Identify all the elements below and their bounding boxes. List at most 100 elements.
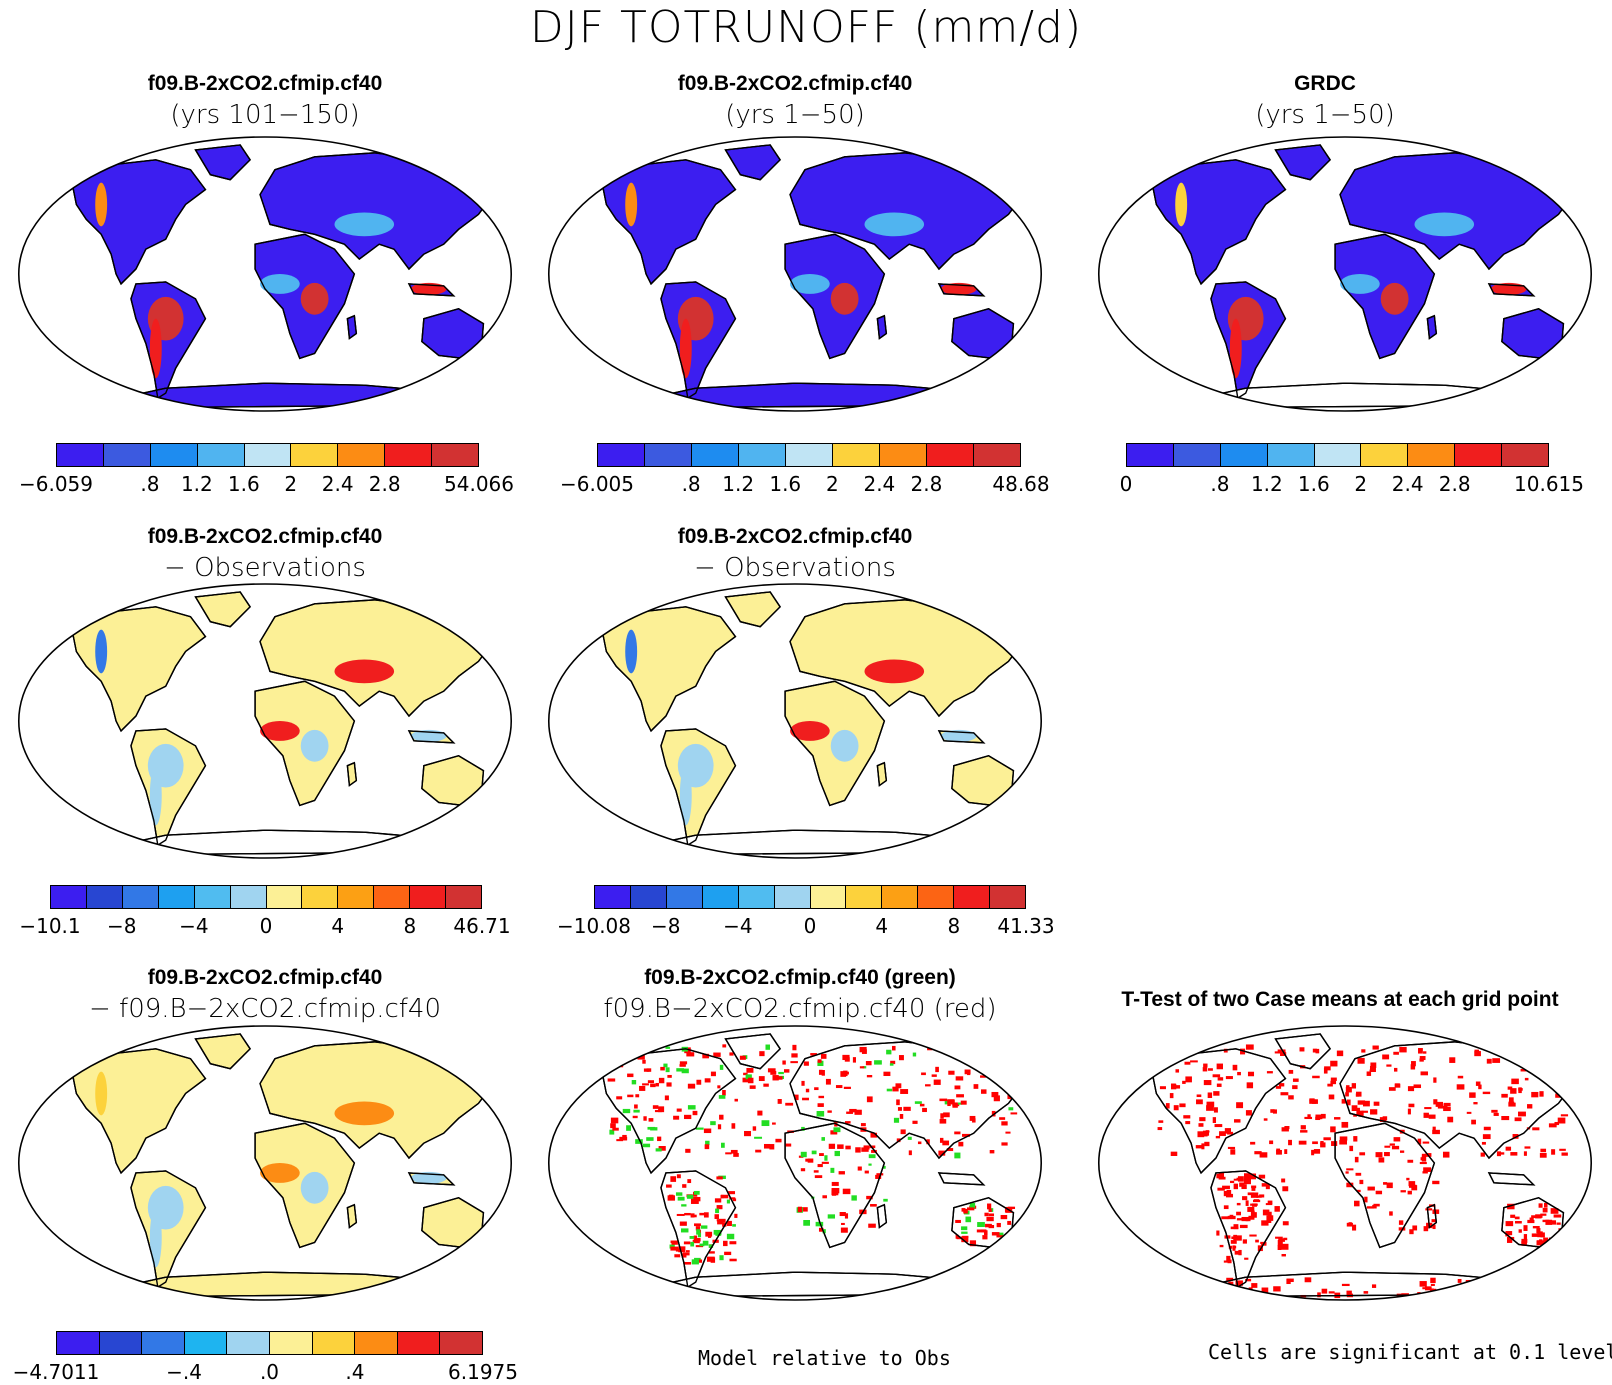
grid-cell <box>897 1107 902 1111</box>
indonesia-coastline <box>1487 1172 1536 1186</box>
colorbar-swatch <box>774 886 811 908</box>
grid-cell <box>875 1174 882 1179</box>
grid-cell <box>967 1071 971 1076</box>
grid-cell <box>676 1068 685 1072</box>
grid-cell <box>1419 1161 1427 1165</box>
grid-cell <box>843 1086 851 1089</box>
grid-cell <box>1419 1281 1427 1287</box>
grid-cell <box>1263 1118 1268 1121</box>
grid-cell <box>876 1173 884 1176</box>
colorbar-tick-label: −8 <box>650 914 681 938</box>
grid-cell <box>1496 1151 1501 1157</box>
grid-cell <box>900 1089 909 1094</box>
grid-cell <box>800 1168 806 1172</box>
colorbar-tick-label: 2.8 <box>910 472 943 496</box>
grid-cell <box>1331 1141 1338 1146</box>
grid-cell <box>725 1152 732 1155</box>
grid-cell <box>719 1114 724 1120</box>
grid-cell <box>749 1085 756 1089</box>
panel-4-subtitle: − Observations <box>164 553 366 583</box>
colorbar-swatch <box>397 1332 441 1354</box>
colorbar-tick-label: .8 <box>140 472 160 496</box>
grid-cell <box>1386 1182 1393 1189</box>
grid-cell <box>715 1208 720 1214</box>
grid-cell <box>627 1073 634 1078</box>
grid-cell <box>1270 1109 1275 1113</box>
grid-cell <box>1557 1117 1566 1124</box>
grid-cell <box>972 1118 976 1123</box>
field-patch <box>830 729 859 762</box>
colorbar-swatch <box>990 886 1026 908</box>
grid-cell <box>1249 1234 1257 1237</box>
grid-cell <box>984 1058 992 1061</box>
grid-cell <box>1400 1190 1406 1193</box>
grid-cell <box>704 1144 710 1150</box>
grid-cell <box>609 1129 615 1135</box>
grid-cell <box>1008 1107 1014 1111</box>
grid-cell <box>961 1236 969 1243</box>
grid-cell <box>1298 1140 1307 1145</box>
grid-cell <box>1265 1184 1270 1190</box>
grid-cell <box>791 1053 798 1058</box>
sa-coastline <box>660 281 737 400</box>
grid-cell <box>1555 1094 1561 1098</box>
grid-cell <box>683 1241 691 1245</box>
grid-cell <box>851 1195 857 1201</box>
grid-cell <box>665 1067 670 1073</box>
grid-cell <box>874 1060 882 1065</box>
grid-cell <box>1461 1291 1469 1295</box>
grid-cell <box>1523 1234 1528 1240</box>
madagascar-coastline <box>346 314 358 340</box>
grid-cell <box>1265 1203 1273 1206</box>
grid-cell <box>868 1154 876 1159</box>
na-coastline <box>1150 1048 1287 1175</box>
grid-cell <box>1217 1187 1225 1191</box>
grid-cell <box>1223 1260 1230 1263</box>
grid-cell <box>729 1258 737 1262</box>
grid-cell <box>797 1206 802 1213</box>
grid-cell <box>1273 1286 1281 1292</box>
grid-cell <box>1366 1206 1375 1209</box>
grid-cell <box>733 1152 739 1157</box>
grid-cell <box>1286 1278 1291 1285</box>
colorbar-tick-label: 2.8 <box>1438 472 1471 496</box>
colorbar-tick-label: −8 <box>106 914 137 938</box>
colorbar-tick-label: 2 <box>284 472 298 496</box>
grid-cell <box>962 1133 970 1137</box>
grid-cell <box>710 1071 716 1077</box>
grid-cell <box>1219 1244 1224 1248</box>
grid-cell <box>726 1220 732 1227</box>
panel-6-subtitle: − f09.B−2xCO2.cfmip.cf40 <box>88 994 441 1024</box>
grid-cell <box>648 1118 654 1122</box>
grid-cell <box>676 1213 685 1216</box>
grid-cell <box>1299 1047 1305 1052</box>
grid-cell <box>1361 1110 1368 1113</box>
grid-cell <box>722 1222 727 1227</box>
grid-cell <box>1231 1289 1237 1296</box>
grid-cell <box>692 1239 700 1244</box>
grid-cell <box>960 1100 967 1105</box>
field-patch <box>260 721 300 741</box>
grid-cell <box>1356 1189 1361 1193</box>
panel-2-title: f09.B-2xCO2.cfmip.cf40 <box>677 72 913 95</box>
grid-cell <box>1511 1078 1519 1085</box>
grid-cell <box>831 1181 839 1186</box>
grid-cell <box>1524 1146 1531 1149</box>
grid-cell <box>818 1095 825 1099</box>
grid-cell <box>699 1243 705 1247</box>
map-panel-2 <box>547 136 1043 412</box>
colorbar-swatch <box>846 886 883 908</box>
grid-cell <box>1248 1215 1255 1220</box>
grid-cell <box>1238 1249 1242 1256</box>
sa-coastline <box>660 1170 737 1289</box>
colorbar-swatch <box>1455 444 1503 466</box>
grid-cell <box>713 1052 721 1057</box>
grid-cell <box>1510 1214 1516 1218</box>
grid-cell <box>708 1244 714 1248</box>
field-patches <box>1175 182 1527 379</box>
field-patch <box>864 212 925 237</box>
colorbar-panel-3 <box>1126 443 1549 467</box>
grid-cell <box>1520 1068 1528 1072</box>
grid-cell <box>718 1218 726 1223</box>
grid-cell <box>1423 1051 1427 1054</box>
